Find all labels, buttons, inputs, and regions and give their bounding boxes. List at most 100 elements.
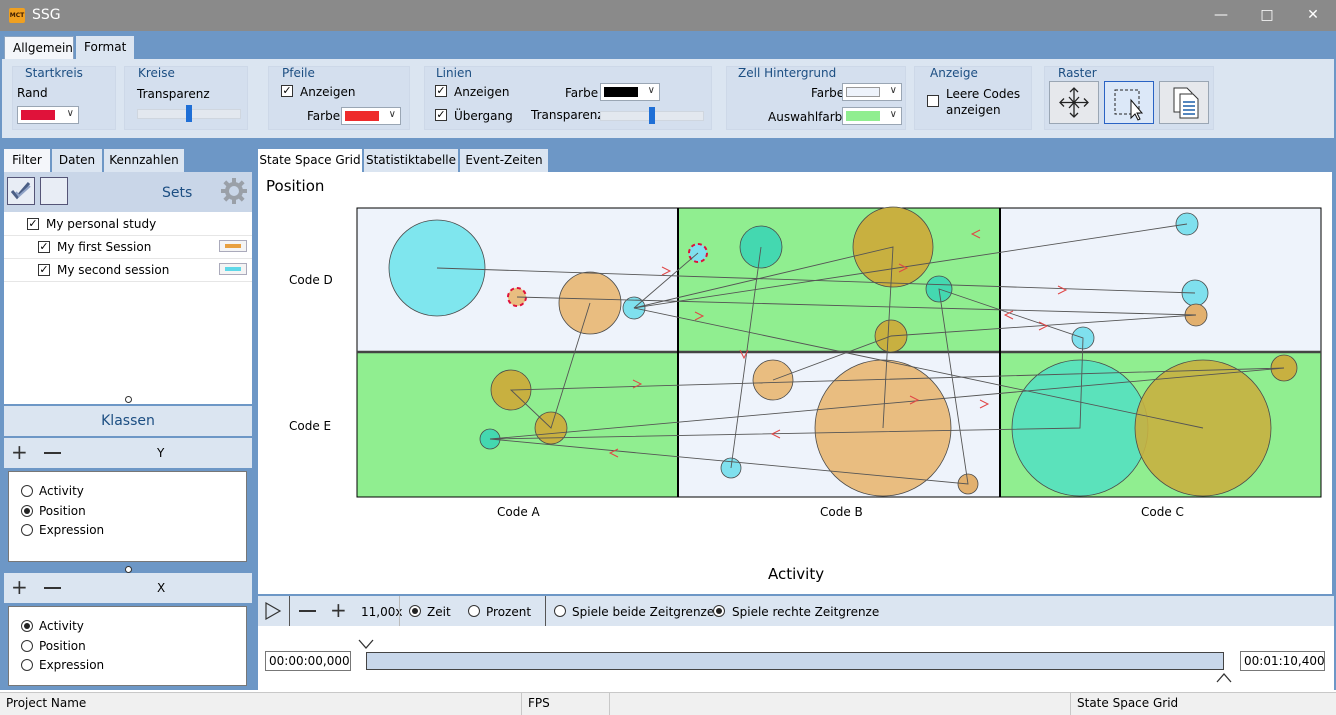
x-add-button[interactable]: + xyxy=(11,575,28,599)
deselect-all-button[interactable] xyxy=(40,177,68,205)
leere-codes-checkbox[interactable] xyxy=(927,95,939,107)
zoom-level: 11,00x xyxy=(361,605,403,619)
play-button[interactable] xyxy=(264,601,282,623)
group-title-kreise: Kreise xyxy=(138,66,175,80)
x-axis-label: X xyxy=(157,581,166,595)
cell-b-d[interactable] xyxy=(678,208,1000,352)
kreise-transparenz-thumb[interactable] xyxy=(186,105,192,122)
mode-label-prozent: Prozent xyxy=(486,605,532,619)
linien-uebergang-checkbox[interactable]: ✓ xyxy=(435,108,447,121)
tree-checkbox-study[interactable]: ✓ xyxy=(27,217,39,230)
y-radio-position[interactable] xyxy=(21,505,33,517)
mode-radio-prozent[interactable] xyxy=(468,605,480,617)
zell-farbe-combo[interactable]: ∨ xyxy=(842,83,902,101)
tree-item-session-2[interactable]: My second session xyxy=(57,263,170,277)
x-radio-label-activity: Activity xyxy=(39,619,84,633)
play-label-beide: Spiele beide Zeitgrenzen xyxy=(572,605,722,619)
zoom-out-button[interactable] xyxy=(299,610,316,612)
x-radio-position[interactable] xyxy=(21,640,33,652)
window-title: SSG xyxy=(32,7,61,23)
status-project-name: Project Name xyxy=(0,692,522,715)
x-radio-group xyxy=(8,606,247,686)
x-remove-button[interactable] xyxy=(44,587,61,589)
tree-checkbox-session-2[interactable]: ✓ xyxy=(38,263,50,276)
play-radio-beide[interactable] xyxy=(554,605,566,617)
chevron-down-icon xyxy=(358,639,374,649)
x-axis-title: Activity xyxy=(768,565,825,583)
x-radio-activity[interactable] xyxy=(21,620,33,632)
play-radio-rechte[interactable] xyxy=(713,605,725,617)
app-logo-icon: MCT xyxy=(9,8,25,23)
left-time-handle[interactable] xyxy=(358,638,374,653)
start-time-field[interactable]: 00:00:00,000 xyxy=(265,651,351,671)
pfeile-anzeigen-checkbox[interactable]: ✓ xyxy=(281,84,293,97)
session-2-color-swatch[interactable] xyxy=(219,263,247,275)
separator-strip xyxy=(0,139,1336,147)
auswahlfarbe-combo[interactable]: ∨ xyxy=(842,107,902,125)
x-radio-label-position: Position xyxy=(39,639,86,653)
splitter-handle[interactable] xyxy=(125,396,132,403)
y-add-button[interactable]: + xyxy=(11,440,28,464)
status-view: State Space Grid xyxy=(1077,696,1179,710)
linien-color-combo[interactable]: ∨ xyxy=(600,83,660,101)
tab-kennzahlen[interactable]: Kennzahlen xyxy=(104,149,184,172)
playback-bar xyxy=(258,596,1334,626)
y-axis-label: Y xyxy=(157,446,165,460)
y-radio-expression[interactable] xyxy=(21,524,33,536)
pfeile-color-combo[interactable]: ∨ xyxy=(341,107,401,125)
select-region-button[interactable] xyxy=(1104,81,1154,124)
splitter-handle[interactable] xyxy=(125,566,132,573)
tab-allgemein[interactable]: Allgemein xyxy=(4,36,74,59)
play-label-rechte: Spiele rechte Zeitgrenze xyxy=(732,605,880,619)
transition-lines xyxy=(436,223,1285,485)
copy-button[interactable] xyxy=(1159,81,1209,124)
gear-icon xyxy=(221,178,247,204)
mode-label-zeit: Zeit xyxy=(427,605,451,619)
tree-divider xyxy=(4,235,252,236)
klassen-header: Klassen xyxy=(4,406,252,436)
close-icon[interactable]: ✕ xyxy=(1307,7,1319,23)
cell-c-d[interactable] xyxy=(1000,208,1321,352)
rand-color-combo[interactable]: ∨ xyxy=(17,106,79,124)
x-radio-expression[interactable] xyxy=(21,659,33,671)
y-remove-button[interactable] xyxy=(44,452,61,454)
transition-arrows xyxy=(608,229,1068,458)
tree-item-session-1[interactable]: My first Session xyxy=(57,240,152,254)
row-label-code-d: Code D xyxy=(289,273,333,287)
minimize-icon[interactable]: — xyxy=(1214,7,1228,23)
tab-state-space-grid[interactable]: State Space Grid xyxy=(258,149,362,172)
right-time-handle[interactable] xyxy=(1216,672,1232,687)
gear-button[interactable] xyxy=(220,177,248,205)
select-all-button[interactable] xyxy=(7,177,35,205)
zoom-in-button[interactable]: + xyxy=(330,598,347,622)
double-check-icon xyxy=(10,182,31,200)
mode-radio-zeit[interactable] xyxy=(409,605,421,617)
sets-label: Sets xyxy=(162,185,193,201)
tree-checkbox-session-1[interactable]: ✓ xyxy=(38,240,50,253)
pfeile-farbe-label: Farbe xyxy=(307,109,341,123)
leere-codes-label: Leere Codes xyxy=(946,87,1021,101)
tab-statistiktabelle[interactable]: Statistiktabelle xyxy=(364,149,458,172)
linien-anzeigen-label: Anzeigen xyxy=(454,85,510,99)
y-radio-label-activity: Activity xyxy=(39,484,84,498)
tab-daten[interactable]: Daten xyxy=(52,149,102,172)
y-radio-label-position: Position xyxy=(39,504,86,518)
grid-lines xyxy=(356,207,1322,498)
tree-item-study[interactable]: My personal study xyxy=(46,217,157,231)
y-axis-title: Position xyxy=(266,177,325,195)
end-time-field[interactable]: 00:01:10,400 xyxy=(1240,651,1325,671)
linien-anzeigen-checkbox[interactable]: ✓ xyxy=(435,84,447,97)
chevron-down-icon: ∨ xyxy=(66,108,74,119)
session-1-color-swatch[interactable] xyxy=(219,240,247,252)
tab-event-zeiten[interactable]: Event-Zeiten xyxy=(460,149,548,172)
tab-format[interactable]: Format xyxy=(76,36,134,59)
maximize-icon[interactable]: □ xyxy=(1260,7,1274,23)
linien-transparenz-thumb[interactable] xyxy=(649,107,655,124)
group-title-startkreis: Startkreis xyxy=(25,66,83,80)
pfeile-color-swatch xyxy=(345,111,379,121)
tab-filter[interactable]: Filter xyxy=(4,149,50,172)
y-radio-activity[interactable] xyxy=(21,485,33,497)
move-button[interactable] xyxy=(1049,81,1099,124)
timeline-range-bar[interactable] xyxy=(366,652,1224,670)
